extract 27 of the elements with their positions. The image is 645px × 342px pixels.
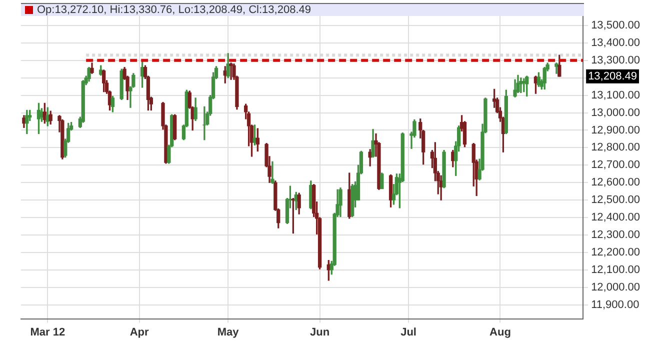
y-tick-label: 12,700.00 [591, 159, 640, 172]
candlestick [519, 78, 523, 94]
y-tick-label: 12,400.00 [591, 212, 640, 224]
candlestick [270, 161, 274, 184]
y-tick-label: 13,300.00 [591, 54, 640, 66]
x-tick-label: Mar 12 [30, 326, 66, 338]
y-tick-label: 12,600.00 [591, 176, 640, 189]
x-tick-label: Apr [130, 326, 150, 338]
y-tick-label: 12,200.00 [591, 246, 640, 258]
y-tick-label: 12,500.00 [591, 194, 640, 206]
y-tick-label: 13,100.00 [591, 89, 640, 102]
chart-title: Op:13,272.10, Hi:13,330.76, Lo:13,208.49, Cl:13,208.49 [37, 4, 311, 16]
y-tick-label: 12,800.00 [591, 142, 640, 154]
y-tick-label: 12,900.00 [591, 124, 640, 136]
x-tick-label: May [217, 326, 240, 338]
x-tick-label: Jun [310, 326, 330, 338]
y-tick-label: 13,500.00 [591, 20, 640, 32]
candlestick [229, 62, 233, 80]
y-tick-label: 13,000.00 [591, 106, 640, 119]
y-tick-label: 11,900.00 [591, 298, 640, 311]
annotation: 13,208.49 [588, 70, 637, 82]
y-tick-label: 12,300.00 [591, 229, 640, 242]
y-tick-label: 12,100.00 [591, 264, 640, 276]
x-tick-label: Jul [400, 326, 416, 338]
y-tick-label: 12,000.00 [591, 281, 640, 294]
y-tick-label: 13,400.00 [591, 36, 640, 49]
x-tick-label: Aug [490, 326, 511, 338]
